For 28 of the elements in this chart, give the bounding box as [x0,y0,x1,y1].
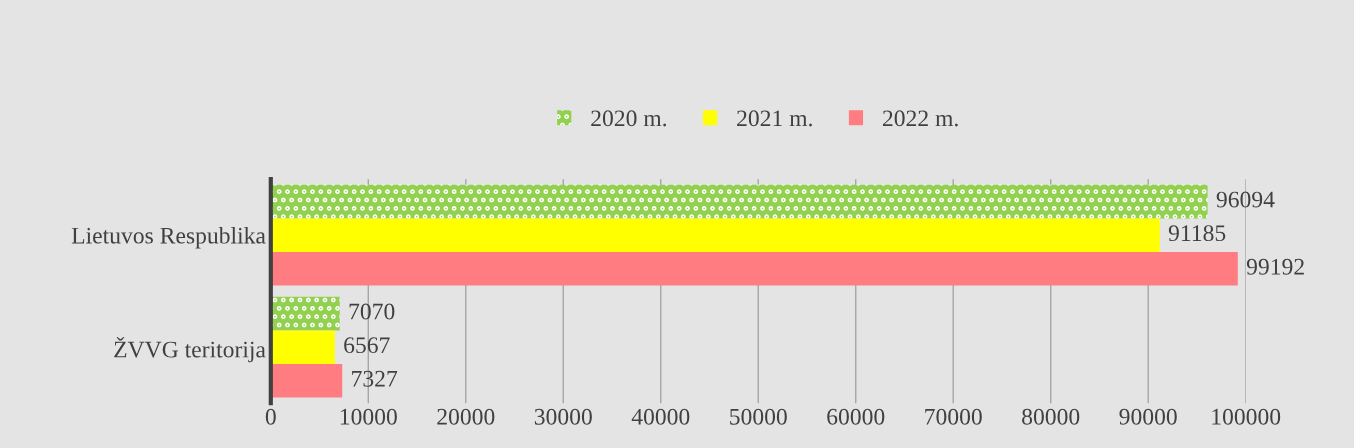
x-tick-label: 20000 [437,408,495,425]
legend-label: 2022 m. [882,110,958,127]
data-label: 6567 [344,337,390,354]
bar [270,364,343,398]
x-tick-label: 30000 [534,408,592,425]
data-label: 96094 [1216,191,1275,208]
legend-label: 2021 m. [737,110,812,127]
x-tick-label: 80000 [1022,408,1080,425]
y-tick-label: ŽVVG teritorija [114,337,266,363]
x-tick-label: 90000 [1119,408,1177,425]
bar [270,330,335,364]
x-tick-label: 60000 [827,408,885,425]
y-tick-label: Lietuvos Respublika [71,227,266,249]
bar [270,218,1160,252]
bar [270,252,1238,286]
x-tick-label: 40000 [631,408,690,425]
x-tick-label: 0 [265,408,276,425]
x-tick-label: 70000 [925,408,982,425]
legend-label: 2020 m. [591,110,667,127]
bar [270,296,340,331]
data-label: 99192 [1246,258,1304,275]
data-label: 7070 [349,303,395,320]
bar [270,184,1208,219]
data-label: 91185 [1168,225,1226,242]
x-tick-label: 10000 [340,408,397,425]
x-tick-label: 50000 [730,408,787,425]
data-label: 7327 [352,370,398,387]
x-tick-label: 100000 [1212,408,1281,425]
